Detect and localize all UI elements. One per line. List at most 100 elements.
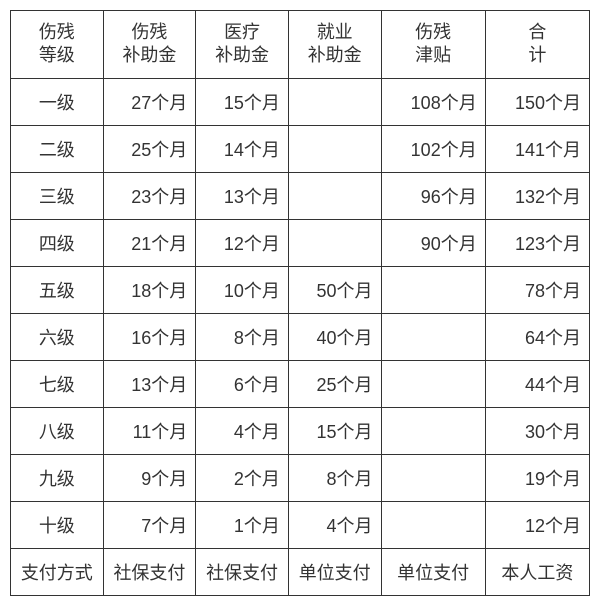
cell-value: 6个月	[196, 360, 289, 407]
cell-value: 64个月	[485, 313, 589, 360]
cell-value: 27个月	[103, 78, 196, 125]
cell-value: 16个月	[103, 313, 196, 360]
cell-value: 23个月	[103, 172, 196, 219]
cell-value: 8个月	[288, 454, 381, 501]
cell-value: 2个月	[196, 454, 289, 501]
cell-value: 12个月	[196, 219, 289, 266]
table-row: 九级9个月2个月8个月 19个月	[11, 454, 590, 501]
header-text: 就业	[293, 21, 377, 44]
cell-value: 30个月	[485, 407, 589, 454]
header-total: 合 计	[485, 11, 589, 79]
cell-value: 132个月	[485, 172, 589, 219]
header-text: 补助金	[293, 44, 377, 67]
cell-value: 50个月	[288, 266, 381, 313]
cell-value: 150个月	[485, 78, 589, 125]
cell-level: 八级	[11, 407, 104, 454]
cell-value: 102个月	[381, 125, 485, 172]
table-row: 二级25个月14个月 102个月141个月	[11, 125, 590, 172]
cell-value: 18个月	[103, 266, 196, 313]
cell-value: 1个月	[196, 501, 289, 548]
cell-value: 108个月	[381, 78, 485, 125]
cell-value	[381, 266, 485, 313]
cell-value: 40个月	[288, 313, 381, 360]
cell-value: 25个月	[288, 360, 381, 407]
header-disability-subsidy: 伤残 补助金	[103, 11, 196, 79]
cell-level: 十级	[11, 501, 104, 548]
cell-value	[288, 219, 381, 266]
header-employment-subsidy: 就业 补助金	[288, 11, 381, 79]
header-row: 伤残 等级 伤残 补助金 医疗 补助金 就业 补助金 伤残 津贴	[11, 11, 590, 79]
header-text: 补助金	[108, 44, 192, 67]
cell-value: 44个月	[485, 360, 589, 407]
cell-value: 78个月	[485, 266, 589, 313]
cell-value: 10个月	[196, 266, 289, 313]
table-row: 四级21个月12个月 90个月123个月	[11, 219, 590, 266]
cell-value: 12个月	[485, 501, 589, 548]
cell-level: 三级	[11, 172, 104, 219]
cell-value	[381, 501, 485, 548]
cell-value: 4个月	[288, 501, 381, 548]
table-row: 五级18个月10个月50个月 78个月	[11, 266, 590, 313]
footer-cell: 社保支付	[103, 548, 196, 595]
footer-cell: 单位支付	[288, 548, 381, 595]
header-text: 合	[490, 21, 585, 44]
cell-value: 141个月	[485, 125, 589, 172]
cell-value	[288, 172, 381, 219]
cell-level: 五级	[11, 266, 104, 313]
header-text: 伤残	[108, 21, 192, 44]
cell-value: 9个月	[103, 454, 196, 501]
cell-value: 19个月	[485, 454, 589, 501]
header-text: 伤残	[386, 21, 481, 44]
table-body: 一级27个月15个月108个月150个月二级25个月14个月102个月141个月…	[11, 78, 590, 595]
cell-value: 15个月	[288, 407, 381, 454]
table-row: 三级23个月13个月 96个月132个月	[11, 172, 590, 219]
table-row: 七级13个月6个月25个月 44个月	[11, 360, 590, 407]
header-text: 医疗	[200, 21, 284, 44]
table-row: 六级16个月8个月40个月 64个月	[11, 313, 590, 360]
table-row: 十级7个月1个月4个月 12个月	[11, 501, 590, 548]
header-text: 等级	[15, 44, 99, 67]
cell-value	[381, 407, 485, 454]
cell-value: 8个月	[196, 313, 289, 360]
cell-level: 四级	[11, 219, 104, 266]
header-text: 补助金	[200, 44, 284, 67]
cell-value	[381, 454, 485, 501]
footer-cell: 社保支付	[196, 548, 289, 595]
cell-value: 4个月	[196, 407, 289, 454]
cell-level: 一级	[11, 78, 104, 125]
table-header: 伤残 等级 伤残 补助金 医疗 补助金 就业 补助金 伤残 津贴	[11, 11, 590, 79]
cell-value	[381, 360, 485, 407]
cell-level: 七级	[11, 360, 104, 407]
cell-value	[288, 78, 381, 125]
footer-label: 支付方式	[11, 548, 104, 595]
header-level: 伤残 等级	[11, 11, 104, 79]
header-text: 计	[490, 44, 585, 67]
table-row: 一级27个月15个月 108个月150个月	[11, 78, 590, 125]
cell-value: 15个月	[196, 78, 289, 125]
header-disability-allowance: 伤残 津贴	[381, 11, 485, 79]
cell-value: 123个月	[485, 219, 589, 266]
footer-cell: 本人工资	[485, 548, 589, 595]
cell-value: 14个月	[196, 125, 289, 172]
cell-value: 13个月	[103, 360, 196, 407]
table-row: 八级11个月4个月15个月 30个月	[11, 407, 590, 454]
cell-level: 九级	[11, 454, 104, 501]
cell-value: 13个月	[196, 172, 289, 219]
cell-value: 7个月	[103, 501, 196, 548]
cell-value	[381, 313, 485, 360]
compensation-table-container: 伤残 等级 伤残 补助金 医疗 补助金 就业 补助金 伤残 津贴	[10, 10, 590, 596]
compensation-table: 伤残 等级 伤残 补助金 医疗 补助金 就业 补助金 伤残 津贴	[10, 10, 590, 596]
cell-value	[288, 125, 381, 172]
cell-value: 21个月	[103, 219, 196, 266]
footer-cell: 单位支付	[381, 548, 485, 595]
header-medical-subsidy: 医疗 补助金	[196, 11, 289, 79]
header-text: 津贴	[386, 44, 481, 67]
cell-level: 六级	[11, 313, 104, 360]
cell-value: 25个月	[103, 125, 196, 172]
cell-value: 11个月	[103, 407, 196, 454]
cell-value: 96个月	[381, 172, 485, 219]
footer-row: 支付方式社保支付社保支付单位支付单位支付本人工资	[11, 548, 590, 595]
header-text: 伤残	[15, 21, 99, 44]
cell-value: 90个月	[381, 219, 485, 266]
cell-level: 二级	[11, 125, 104, 172]
